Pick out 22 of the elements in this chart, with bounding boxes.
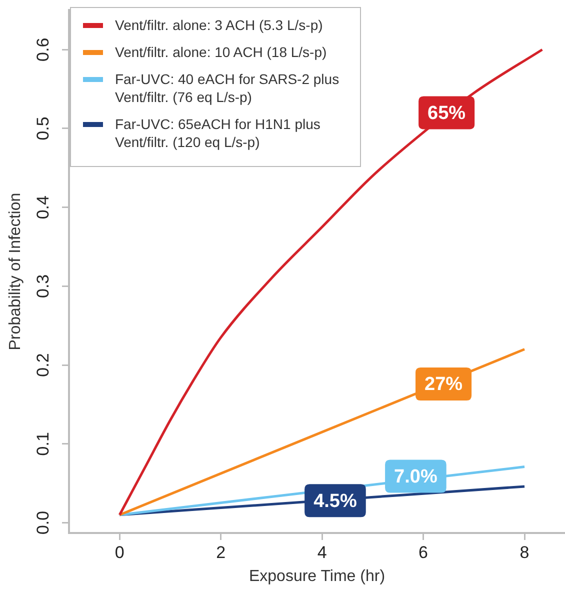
- y-axis-title: Probability of Infection: [7, 192, 24, 350]
- y-tick-label: 0.1: [34, 432, 53, 456]
- x-tick-label: 4: [317, 542, 327, 562]
- legend-label: Vent/filtr. alone: 10 ACH (18 L/s-p): [115, 43, 327, 61]
- y-tick-label: 0.5: [34, 116, 53, 140]
- y-tick-label: 0.3: [34, 274, 53, 298]
- annotation: 27%: [424, 374, 463, 396]
- x-tick-label: 8: [520, 542, 530, 562]
- y-tick-label: 0.0: [34, 510, 53, 535]
- y-tick-label: 0.2: [34, 353, 53, 377]
- x-tick-label: 0: [114, 542, 124, 562]
- legend-label: Far-UVC: 40 eACH for SARS-2 plus Vent/filtr. (76 eq L/s-p): [115, 70, 340, 106]
- x-tick-label: 2: [216, 542, 226, 562]
- legend-label: Vent/filtr. alone: 3 ACH (5.3 L/s-p): [115, 16, 323, 34]
- x-axis-title: Exposure Time (hr): [248, 568, 386, 585]
- x-tick-label: 6: [418, 542, 428, 562]
- y-tick-label: 0.6: [34, 38, 53, 62]
- legend-label: Far-UVC: 65eACH for H1N1 plus Vent/filtr. (120 eq L/s-p): [115, 115, 322, 151]
- annotation: 65%: [428, 102, 466, 124]
- annotation: 7.0%: [394, 466, 438, 488]
- y-tick-label: 0.4: [34, 196, 53, 220]
- annotation: 4.5%: [314, 490, 357, 512]
